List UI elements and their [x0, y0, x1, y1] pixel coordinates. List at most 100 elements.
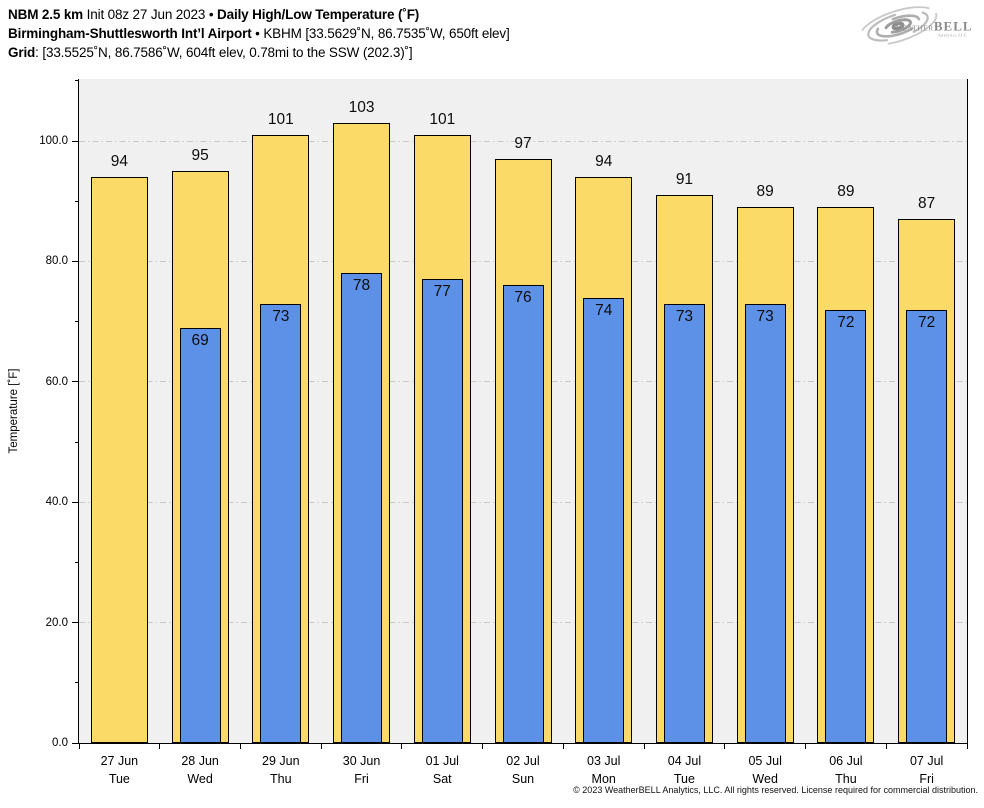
x-date-label: 06 Jul [829, 754, 863, 768]
y-minor-tick [75, 561, 79, 563]
y-minor-tick [75, 200, 79, 202]
logo-text-analytics: Analytics LLC [938, 33, 967, 38]
x-weekday-label: Thu [835, 771, 857, 786]
low-value-label: 77 [433, 283, 451, 301]
x-date-label: 29 Jun [262, 754, 300, 768]
low-bar [663, 303, 705, 743]
y-minor-tick [75, 682, 79, 684]
x-date-label: 04 Jul [667, 754, 702, 768]
x-weekday-label: Thu [270, 771, 292, 786]
y-tick [72, 140, 79, 142]
header-line-1: NBM 2.5 km Init 08z 27 Jun 2023 • Daily … [8, 5, 510, 24]
header-line-3: Grid: [33.5525˚N, 86.7586˚W, 604ft elev,… [8, 43, 510, 62]
y-tick [72, 381, 79, 383]
low-value-label: 76 [514, 289, 532, 307]
y-axis-title: Temperature [˚F] [8, 368, 20, 454]
x-weekday-label: Tue [108, 771, 130, 786]
x-date-label: 27 Jun [100, 754, 139, 768]
chart-title: Daily High/Low Temperature (˚F) [217, 7, 420, 22]
chart-header: NBM 2.5 km Init 08z 27 Jun 2023 • Daily … [8, 5, 510, 62]
x-date-label: 01 Jul [425, 754, 459, 768]
low-value-label: 74 [595, 301, 613, 319]
y-tick [72, 260, 79, 262]
station-coordinates: • KBHM [33.5629˚N, 86.7535˚W, 650ft elev… [251, 26, 510, 41]
high-value-label: 91 [675, 171, 694, 189]
x-tick-label: 02 Jul Sun [483, 753, 564, 788]
x-weekday-label: Fri [919, 771, 934, 786]
x-weekday-label: Wed [752, 771, 778, 786]
x-tick-label: 28 Jun Wed [160, 753, 241, 788]
init-time: Init 08z 27 Jun 2023 • [83, 7, 218, 22]
x-weekday-label: Fri [354, 771, 369, 786]
weatherbell-logo: WeatherBELL Analytics LLC [858, 6, 973, 46]
y-minor-tick [75, 321, 79, 323]
y-tick-label: 0.0 [52, 737, 68, 749]
low-value-label: 72 [837, 313, 855, 331]
x-tick [78, 743, 80, 749]
copyright-text: © 2023 WeatherBELL Analytics, LLC. All r… [573, 785, 978, 795]
svg-text:WeatherBELL: WeatherBELL [892, 19, 973, 34]
high-value-label: 89 [756, 183, 774, 201]
y-tick-label: 80.0 [45, 255, 68, 268]
x-tick [885, 743, 887, 749]
high-value-label: 103 [348, 98, 375, 116]
x-tick [724, 743, 726, 749]
x-date-label: 07 Jul [909, 754, 944, 768]
low-value-label: 73 [675, 307, 694, 325]
x-date-label: 28 Jun [181, 754, 219, 768]
x-date-label: 02 Jul [506, 754, 540, 768]
low-bar [502, 285, 544, 743]
y-tick-label: 100.0 [39, 135, 68, 148]
logo-text-bell: BELL [934, 19, 973, 34]
x-date-label: 03 Jul [587, 754, 621, 768]
x-tick-label: 03 Jul Mon [563, 753, 644, 788]
x-tick [320, 743, 322, 749]
x-tick [482, 743, 484, 749]
hurricane-swirl-icon [858, 6, 938, 46]
x-tick-label: 27 Jun Tue [79, 753, 160, 788]
high-value-label: 87 [918, 195, 936, 213]
x-tick [966, 743, 968, 749]
x-tick [562, 743, 564, 749]
x-tick-label: 06 Jul Thu [806, 753, 887, 788]
x-weekday-label: Wed [187, 771, 213, 786]
low-bar [421, 279, 463, 743]
high-value-label: 94 [110, 153, 128, 171]
x-weekday-label: Tue [673, 771, 695, 786]
low-value-label: 73 [756, 307, 774, 325]
y-minor-tick [75, 441, 79, 443]
x-tick-label: 05 Jul Wed [725, 753, 806, 788]
y-tick-label: 40.0 [45, 496, 68, 509]
y-tick-label: 60.0 [45, 375, 68, 388]
x-tick-label: 01 Jul Sat [402, 753, 483, 788]
grid-label: Grid [8, 45, 36, 60]
low-value-label: 72 [918, 313, 936, 331]
high-value-label: 101 [267, 111, 294, 128]
x-tick [401, 743, 403, 749]
gridline [79, 140, 967, 142]
model-name: NBM 2.5 km [8, 7, 84, 22]
low-bar [906, 309, 948, 743]
x-weekday-label: Sun [511, 771, 535, 786]
low-value-label: 78 [352, 277, 371, 295]
x-tick-label: 30 Jun Fri [321, 753, 402, 788]
low-value-label: 73 [272, 307, 290, 325]
plot-area: 0.0 20.0 40.0 60.0 80.0 100.0 94 27 Jun Tue 95 69 2… [39, 79, 968, 786]
x-tick [239, 743, 241, 749]
x-tick [805, 743, 807, 749]
y-tick [72, 622, 79, 624]
high-value-label: 89 [837, 183, 855, 201]
x-weekday-label: Sat [432, 771, 452, 786]
low-bar [825, 309, 867, 743]
low-value-label: 69 [191, 331, 209, 349]
x-date-label: 05 Jul [748, 754, 782, 768]
y-minor-tick [75, 80, 79, 82]
low-bar [583, 297, 625, 743]
header-line-2: Birmingham-Shuttlesworth Int’l Airport •… [8, 24, 510, 43]
high-value-label: 94 [595, 153, 613, 171]
low-bar [341, 273, 383, 743]
high-value-label: 101 [429, 111, 456, 128]
y-tick [72, 742, 79, 744]
x-tick-label: 07 Jul Fri [886, 753, 967, 788]
